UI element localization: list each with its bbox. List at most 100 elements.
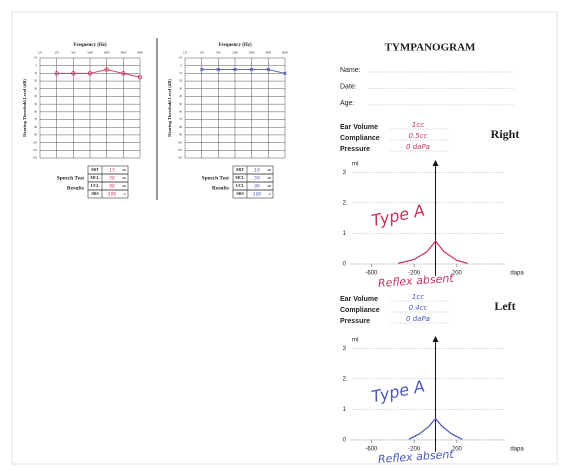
speech-label: SDS bbox=[91, 191, 99, 196]
speech-unit: dB bbox=[122, 168, 127, 172]
y-tick-label: 1 bbox=[343, 231, 347, 237]
y-tick-label: 90 bbox=[179, 134, 182, 137]
speech-unit: % bbox=[123, 192, 126, 196]
x-tick-label: -200 bbox=[408, 447, 421, 453]
measure-value: 0 daPa bbox=[406, 143, 430, 151]
y-tick-label: 20 bbox=[179, 80, 182, 83]
x-tick-label: 8000 bbox=[137, 52, 143, 55]
speech-value: 50 bbox=[254, 176, 260, 182]
speech-value: 50 bbox=[109, 176, 115, 182]
speech-value: 15 bbox=[109, 168, 115, 174]
measure-label: Ear Volume bbox=[340, 124, 378, 131]
threshold-line bbox=[201, 69, 286, 74]
y-axis-label: Hearing Threshold Level (dB) bbox=[167, 79, 172, 137]
measure-label: Compliance bbox=[340, 135, 380, 142]
speech-value: 90 bbox=[254, 184, 260, 190]
y-tick-label: 20 bbox=[34, 80, 37, 83]
reflex-note: Reflex absent bbox=[378, 448, 455, 466]
speech-unit: % bbox=[268, 192, 271, 196]
ear-side: Right bbox=[491, 127, 520, 141]
threshold-mark bbox=[121, 71, 126, 76]
y-tick-label: 1 bbox=[343, 407, 347, 413]
y-unit: ml bbox=[352, 338, 358, 344]
speech-value: 10 bbox=[254, 168, 260, 174]
y-tick-label: 10 bbox=[34, 72, 37, 75]
reflex-note: Reflex absent bbox=[378, 272, 455, 290]
speech-label: UCL bbox=[236, 183, 245, 188]
y-tick-label: 30 bbox=[179, 87, 182, 90]
threshold-mark bbox=[71, 71, 76, 76]
x-unit: dapa bbox=[510, 447, 524, 453]
y-tick-label: 3 bbox=[343, 346, 347, 352]
x-tick-label: 2000 bbox=[249, 52, 255, 55]
speech-label: SDS bbox=[236, 191, 244, 196]
y-tick-label: 2 bbox=[343, 200, 347, 206]
threshold-mark bbox=[233, 67, 237, 72]
x-unit: dapa bbox=[510, 271, 524, 277]
x-tick-label: -600 bbox=[365, 447, 378, 453]
x-tick-label: 125 bbox=[183, 52, 188, 55]
measure-value: 0.4cc bbox=[409, 304, 428, 312]
speech-unit: dB bbox=[122, 184, 127, 188]
y-tick-label: 80 bbox=[34, 126, 37, 129]
y-tick-label: 0 bbox=[36, 64, 38, 67]
x-tick-label: 500 bbox=[71, 52, 76, 55]
field-label: Date: bbox=[340, 83, 357, 90]
threshold-line bbox=[56, 69, 141, 78]
measure-label: Pressure bbox=[340, 146, 370, 153]
speech-cell bbox=[87, 189, 129, 199]
scan-frame bbox=[11, 11, 558, 465]
y-tick-label: -10 bbox=[178, 57, 182, 60]
tympanogram-title: TYMPANOGRAM bbox=[385, 42, 476, 54]
field-label: Name: bbox=[340, 67, 361, 74]
y-tick-label: 50 bbox=[179, 103, 182, 106]
speech-unit: dB bbox=[267, 168, 272, 172]
y-tick-label: -10 bbox=[33, 57, 37, 60]
x-tick-label: 500 bbox=[216, 52, 221, 55]
threshold-mark bbox=[137, 75, 143, 80]
measure-value: 1cc bbox=[412, 121, 424, 129]
x-tick-label: 4000 bbox=[121, 52, 127, 55]
y-axis-arrow bbox=[432, 335, 439, 342]
y-tick-label: 110 bbox=[33, 149, 38, 152]
y-tick-label: 0 bbox=[181, 64, 183, 67]
speech-heading: Speech Test bbox=[202, 175, 230, 181]
y-tick-label: 90 bbox=[34, 134, 37, 137]
y-tick-label: 3 bbox=[343, 170, 347, 176]
measure-value: 1cc bbox=[412, 293, 424, 301]
measure-label: Ear Volume bbox=[340, 296, 378, 303]
speech-value: 100 bbox=[253, 192, 262, 198]
y-tick-label: 70 bbox=[179, 118, 182, 121]
threshold-mark bbox=[266, 67, 271, 72]
y-tick-label: 80 bbox=[179, 126, 182, 129]
y-tick-label: 110 bbox=[178, 149, 183, 152]
x-tick-label: 2000 bbox=[104, 52, 110, 55]
threshold-mark bbox=[249, 67, 254, 72]
measure-label: Pressure bbox=[340, 318, 370, 325]
x-tick-label: 1000 bbox=[232, 52, 238, 55]
speech-label: MCL bbox=[235, 175, 245, 180]
speech-heading: Results bbox=[212, 185, 229, 191]
measure-label: Compliance bbox=[340, 307, 380, 314]
y-tick-label: 10 bbox=[179, 72, 182, 75]
y-tick-label: 70 bbox=[34, 118, 37, 121]
x-tick-label: 250 bbox=[55, 52, 60, 55]
y-tick-label: 100 bbox=[178, 141, 183, 144]
x-tick-label: -200 bbox=[408, 271, 421, 277]
threshold-mark bbox=[216, 67, 221, 72]
threshold-mark bbox=[199, 67, 204, 72]
speech-heading: Speech Test bbox=[57, 175, 85, 181]
x-tick-label: 250 bbox=[200, 52, 205, 55]
x-tick-label: -600 bbox=[365, 271, 378, 277]
threshold-mark bbox=[87, 71, 93, 76]
field-label: Age: bbox=[340, 100, 354, 107]
audiogram-title: Frequency (Hz) bbox=[73, 43, 107, 48]
y-tick-label: 50 bbox=[34, 103, 37, 106]
x-tick-label: 8000 bbox=[282, 52, 288, 55]
x-tick-label: 200 bbox=[452, 271, 463, 277]
y-tick-label: 40 bbox=[179, 95, 182, 98]
y-tick-label: 120 bbox=[33, 157, 38, 160]
y-tick-label: 30 bbox=[34, 87, 37, 90]
x-tick-label: 1000 bbox=[87, 52, 93, 55]
